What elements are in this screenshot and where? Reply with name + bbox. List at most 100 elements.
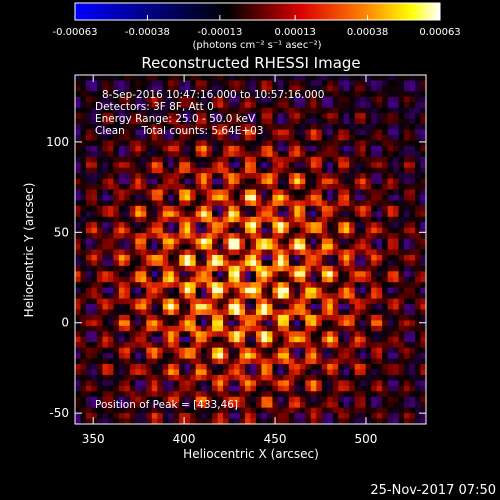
heatmap-cell — [343, 178, 350, 185]
heatmap-cell — [409, 162, 416, 168]
heatmap-cell — [332, 309, 339, 316]
heatmap-cell — [201, 233, 207, 239]
heatmap-cell — [85, 309, 92, 316]
heatmap-cell — [245, 145, 251, 152]
heatmap-cell — [107, 227, 114, 234]
heatmap-cell — [124, 113, 131, 119]
heatmap-cell — [371, 282, 377, 288]
heatmap-cell — [113, 75, 120, 81]
heatmap-cell — [245, 227, 251, 234]
heatmap-cell — [393, 151, 399, 158]
heatmap-cell — [354, 418, 361, 425]
heatmap-cell — [228, 282, 235, 288]
heatmap-cell — [288, 80, 295, 87]
heatmap-cell — [102, 173, 109, 179]
heatmap-cell — [212, 325, 218, 332]
heatmap-cell — [96, 282, 103, 288]
heatmap-cell — [146, 156, 153, 163]
heatmap-cell — [327, 342, 334, 348]
heatmap-cell — [157, 369, 164, 376]
heatmap-cell — [310, 205, 317, 212]
heatmap-cell — [365, 156, 372, 163]
heatmap-cell — [206, 145, 213, 152]
heatmap-cell — [365, 140, 372, 147]
heatmap-cell — [201, 151, 207, 158]
heatmap-cell — [332, 380, 339, 387]
heatmap-cell — [85, 369, 92, 376]
heatmap-cell — [261, 80, 268, 87]
heatmap-cell — [107, 151, 114, 158]
heatmap-cell — [261, 353, 268, 359]
heatmap-cell — [223, 85, 229, 92]
heatmap-cell — [332, 189, 339, 196]
heatmap-cell — [365, 238, 372, 245]
heatmap-cell — [212, 184, 218, 190]
heatmap-cell — [387, 178, 394, 185]
heatmap-cell — [212, 309, 218, 316]
heatmap-cell — [371, 265, 377, 272]
heatmap-cell — [124, 96, 131, 103]
heatmap-cell — [343, 331, 350, 338]
heatmap-cell — [371, 325, 377, 332]
heatmap-cell — [371, 331, 377, 338]
heatmap-cell — [316, 211, 323, 218]
heatmap-cell — [184, 151, 191, 158]
heatmap-cell — [212, 260, 218, 267]
heatmap-cell — [305, 254, 312, 261]
heatmap-cell — [239, 113, 246, 119]
heatmap-cell — [124, 402, 131, 408]
heatmap-cell — [272, 124, 279, 130]
heatmap-cell — [80, 271, 87, 278]
heatmap-cell — [168, 162, 175, 168]
heatmap-cell — [118, 216, 125, 223]
heatmap-cell — [96, 200, 103, 207]
heatmap-cell — [80, 233, 87, 239]
heatmap-cell — [382, 205, 388, 212]
heatmap-cell — [261, 85, 268, 92]
heatmap-cell — [201, 331, 207, 338]
heatmap-cell — [223, 124, 229, 130]
heatmap-cell — [360, 380, 366, 387]
heatmap-cell — [387, 325, 394, 332]
heatmap-cell — [113, 129, 120, 136]
heatmap-cell — [415, 184, 421, 190]
heatmap-cell — [321, 167, 328, 174]
heatmap-cell — [310, 227, 317, 234]
heatmap-cell — [255, 140, 262, 147]
heatmap-cell — [332, 304, 339, 310]
heatmap-cell — [338, 282, 345, 288]
heatmap-cell — [420, 413, 427, 419]
heatmap-cell — [255, 238, 262, 245]
heatmap-cell — [206, 151, 213, 158]
heatmap-cell — [113, 140, 120, 147]
heatmap-cell — [371, 336, 377, 343]
heatmap-cell — [234, 80, 240, 87]
heatmap-cell — [310, 167, 317, 174]
heatmap-cell — [343, 233, 350, 239]
heatmap-cell — [179, 85, 185, 92]
heatmap-cell — [140, 222, 147, 228]
heatmap-cell — [206, 227, 213, 234]
heatmap-cell — [277, 314, 284, 321]
heatmap-cell — [321, 145, 328, 152]
heatmap-cell — [190, 309, 196, 316]
heatmap-cell — [173, 265, 180, 272]
heatmap-cell — [195, 325, 202, 332]
heatmap-cell — [415, 140, 421, 147]
heatmap-cell — [360, 184, 366, 190]
heatmap-cell — [179, 276, 185, 283]
heatmap-cell — [398, 222, 405, 228]
heatmap-cell — [316, 134, 323, 141]
heatmap-cell — [387, 118, 394, 125]
heatmap-cell — [168, 173, 175, 179]
heatmap-cell — [354, 298, 361, 305]
heatmap-cell — [393, 271, 399, 278]
heatmap-cell — [102, 124, 109, 130]
heatmap-cell — [360, 173, 366, 179]
heatmap-cell — [376, 396, 383, 403]
heatmap-cell — [266, 336, 273, 343]
heatmap-cell — [261, 222, 268, 228]
heatmap-cell — [387, 205, 394, 212]
heatmap-cell — [201, 178, 207, 185]
heatmap-cell — [217, 85, 224, 92]
